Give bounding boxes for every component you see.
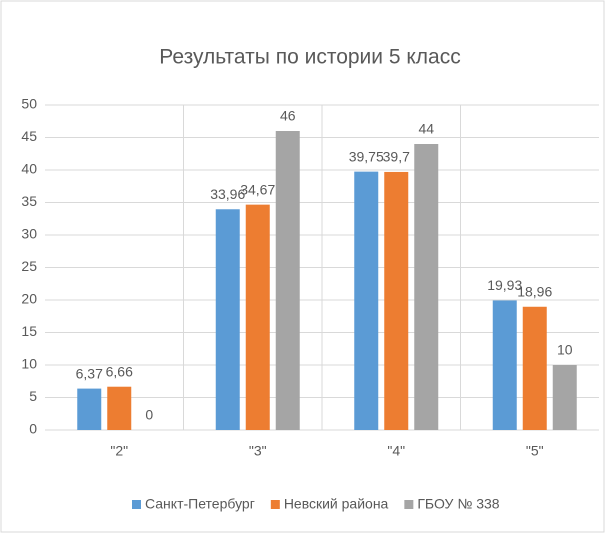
bar	[354, 171, 379, 430]
data-label: 39,7	[383, 149, 410, 165]
y-tick-label: 35	[21, 193, 37, 209]
bar	[77, 388, 102, 430]
data-label: 33,96	[210, 186, 245, 202]
legend-label: ГБОУ № 338	[417, 496, 499, 512]
bar	[107, 386, 132, 430]
data-label: 19,93	[487, 277, 522, 293]
x-tick-label: "2"	[110, 443, 128, 459]
y-tick-label: 45	[21, 128, 37, 144]
data-label: 46	[280, 108, 296, 124]
legend-swatch	[132, 500, 141, 509]
bar	[384, 171, 409, 430]
x-tick-label: "3"	[249, 443, 267, 459]
bar	[245, 204, 270, 430]
y-tick-label: 20	[21, 291, 37, 307]
data-label: 6,37	[76, 365, 103, 381]
bar	[552, 365, 577, 430]
legend-swatch	[404, 500, 414, 509]
bar	[414, 144, 439, 430]
data-label: 0	[145, 407, 153, 423]
chart-title: Результаты по истории 5 класс	[159, 46, 460, 69]
y-tick-label: 30	[21, 226, 37, 242]
y-tick-label: 0	[29, 421, 37, 437]
bar	[492, 300, 517, 430]
data-label: 39,75	[349, 148, 384, 164]
y-tick-label: 10	[21, 356, 37, 372]
legend-label: Невский района	[284, 496, 389, 512]
data-label: 6,66	[106, 363, 133, 379]
bar	[215, 209, 240, 430]
y-tick-label: 50	[21, 96, 37, 112]
data-label: 34,67	[240, 181, 275, 197]
legend-swatch	[270, 500, 280, 509]
bar	[522, 306, 547, 430]
x-tick-label: "5"	[526, 443, 544, 459]
x-tick-label: "4"	[387, 443, 405, 459]
y-tick-label: 25	[21, 258, 37, 274]
y-tick-label: 15	[21, 323, 37, 339]
bar	[275, 131, 300, 430]
legend-label: Санкт-Петербург	[145, 496, 255, 512]
y-tick-label: 5	[29, 388, 37, 404]
data-label: 44	[418, 121, 434, 137]
data-label: 10	[557, 342, 573, 358]
data-label: 18,96	[517, 283, 552, 299]
y-tick-label: 40	[21, 161, 37, 177]
